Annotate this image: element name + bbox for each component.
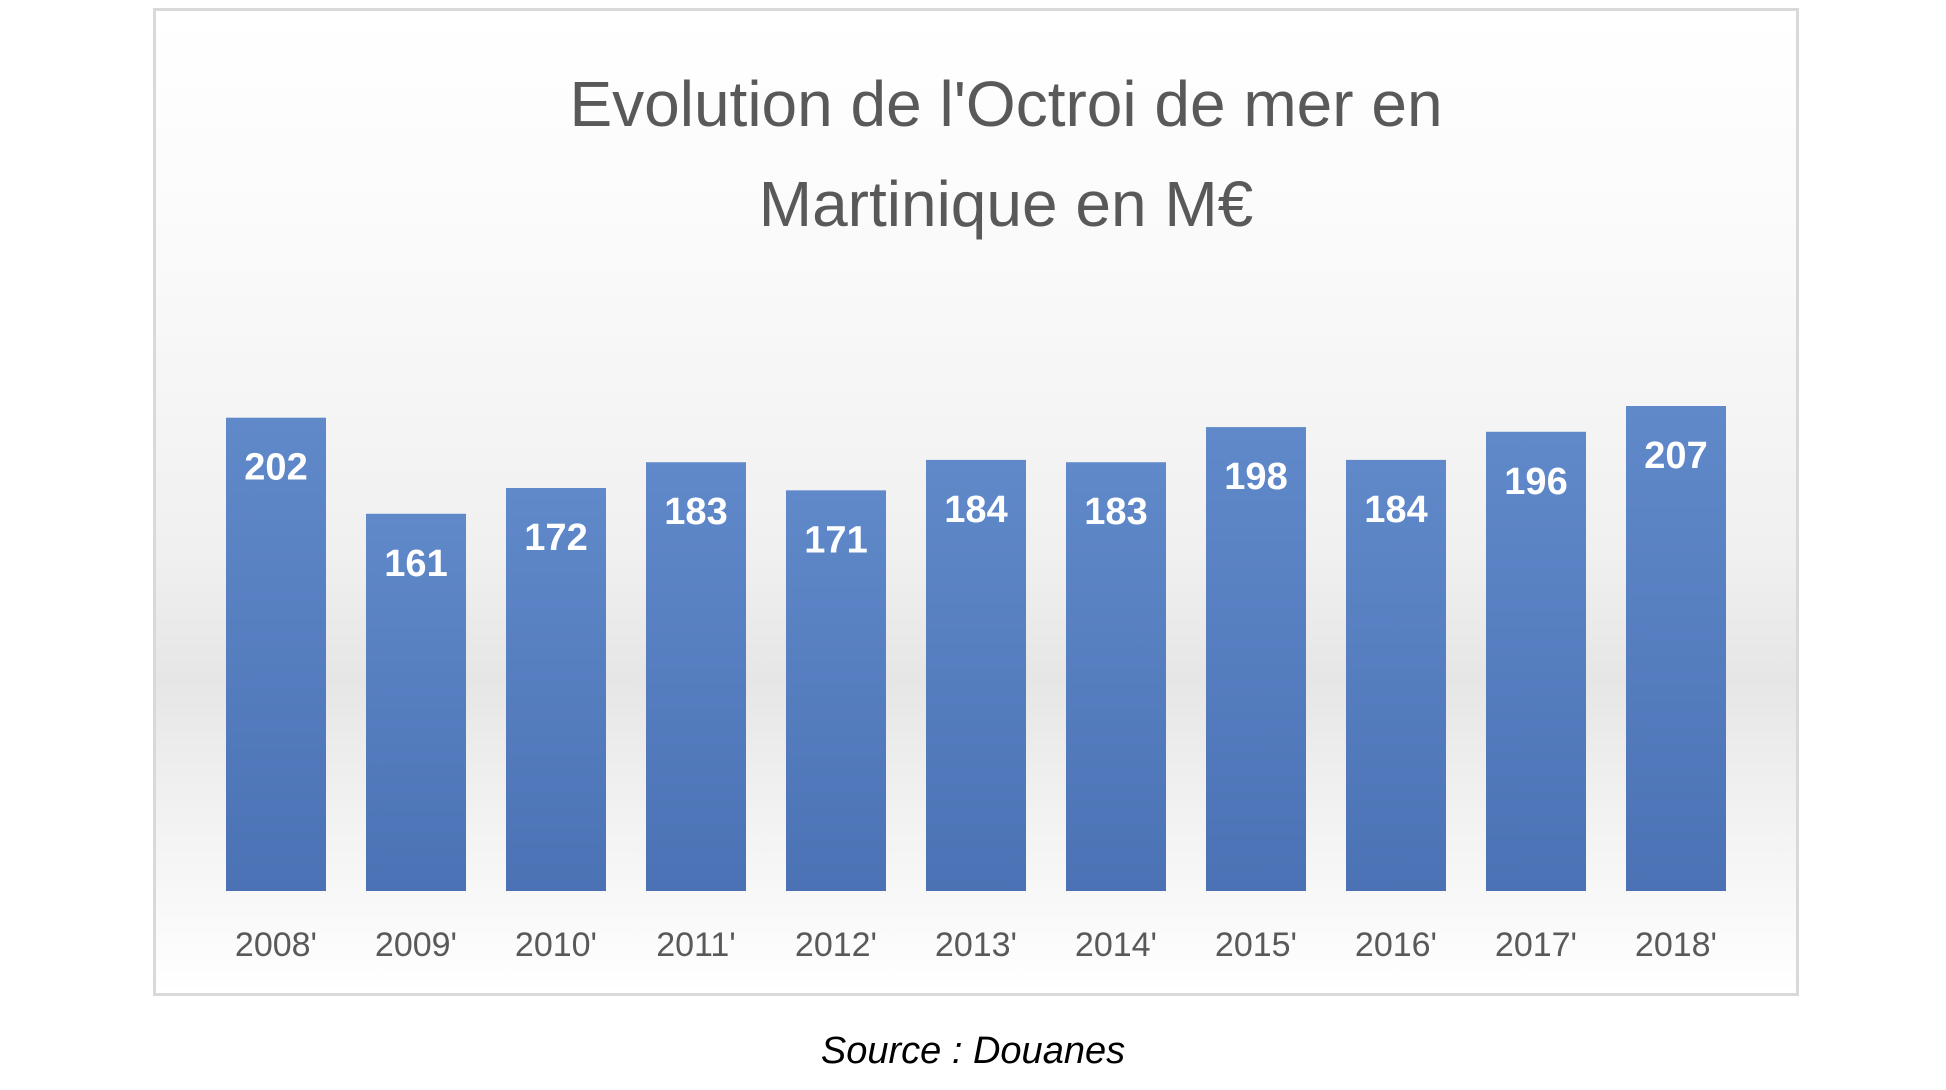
bar-value-label: 161 [384, 543, 447, 585]
bar-2013' [926, 459, 1026, 891]
x-tick-label: 2008' [235, 926, 317, 964]
bar-value-label: 196 [1504, 461, 1567, 503]
bar-2010' [506, 488, 606, 891]
bar-value-label: 207 [1644, 435, 1707, 477]
x-tick-label: 2014' [1075, 926, 1157, 964]
x-tick-label: 2015' [1215, 926, 1297, 964]
bar-value-label: 184 [944, 489, 1007, 531]
bar-2016' [1346, 459, 1446, 891]
bar-value-label: 172 [524, 517, 587, 559]
x-tick-label: 2010' [515, 926, 597, 964]
bars-group: 202 2008' 161 2009' 172 2010' 183 2011' 171 2012'… [226, 406, 1726, 964]
bar-2017' [1486, 431, 1586, 891]
bar-2009' [366, 513, 466, 891]
bar-value-label: 184 [1364, 489, 1427, 531]
bar-2014' [1066, 462, 1166, 891]
source-caption: Source : Douanes [820, 1030, 1126, 1072]
bar-value-label: 202 [244, 447, 307, 489]
bar-value-label: 183 [664, 491, 727, 533]
bar-value-label: 183 [1084, 491, 1147, 533]
x-tick-label: 2012' [795, 926, 877, 964]
x-tick-label: 2013' [935, 926, 1017, 964]
chart-title-line-1: Evolution de l'Octroi de mer en [569, 68, 1442, 140]
bar-2008' [226, 417, 326, 891]
bar-2011' [646, 462, 746, 891]
bar-2012' [786, 490, 886, 891]
x-tick-label: 2017' [1495, 926, 1577, 964]
x-tick-label: 2011' [656, 926, 736, 964]
chart-title-line-2: Martinique en M€ [759, 168, 1253, 240]
bar-2015' [1206, 427, 1306, 891]
bar-chart: Evolution de l'Octroi de mer en Martiniq… [226, 68, 1726, 964]
bar-value-label: 198 [1224, 456, 1287, 498]
x-tick-label: 2018' [1635, 926, 1717, 964]
bar-value-label: 171 [804, 519, 867, 561]
x-tick-label: 2016' [1355, 926, 1437, 964]
x-tick-label: 2009' [375, 926, 457, 964]
chart-frame: Evolution de l'Octroi de mer en Martiniq… [153, 8, 1799, 996]
bar-2018' [1626, 406, 1726, 891]
